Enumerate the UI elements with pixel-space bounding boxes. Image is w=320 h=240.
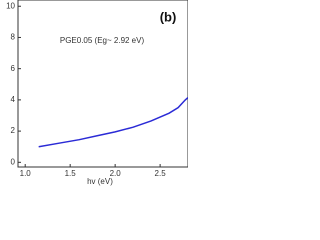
x-axis-label: hv (eV) — [87, 177, 113, 186]
y-tick-label: 4 — [11, 95, 16, 104]
y-tick-label: 8 — [11, 33, 16, 42]
y-tick-label: 0 — [11, 157, 16, 166]
data-line — [38, 96, 188, 148]
x-tick-label: 2.0 — [110, 169, 122, 178]
y-tick-label: 6 — [11, 64, 16, 73]
plot-frame — [17, 0, 188, 168]
y-tick-label: 2 — [11, 126, 16, 135]
x-tick-label: 2.5 — [155, 169, 167, 178]
annotation: PGE0.05 (Eg~ 2.92 eV) — [60, 36, 145, 45]
x-tick-label: 1.0 — [20, 169, 32, 178]
y-tick-label: 10 — [6, 1, 15, 10]
panel-label: (b) — [160, 9, 177, 24]
page: {"chart_data": {"type": "line", "annotat… — [6, 0, 188, 187]
chart: PGE0.05 (Eg~ 2.92 eV) (b) hv (eV) 0 2 4 6 8 1… — [6, 0, 188, 186]
x-tick-label: 1.5 — [65, 169, 77, 178]
